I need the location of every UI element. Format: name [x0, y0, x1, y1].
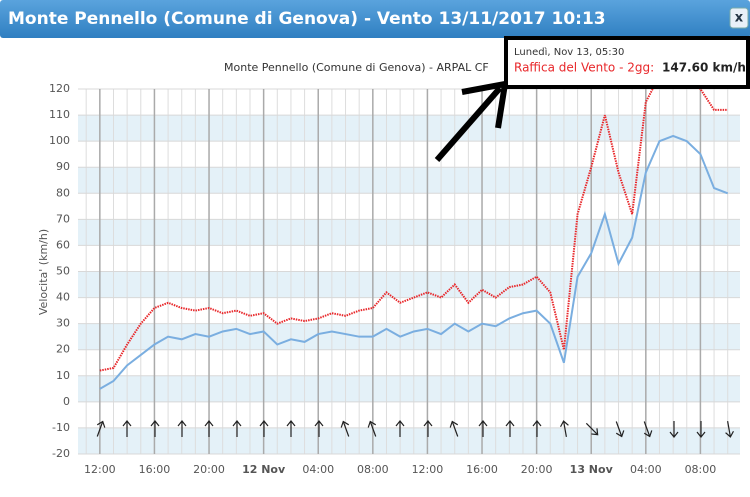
- x-tick-label: 12:00: [412, 463, 444, 476]
- y-tick-label: 40: [56, 291, 70, 304]
- x-tick-label: 20:00: [521, 463, 553, 476]
- tooltip-value: 147.60 km/h: [662, 61, 746, 75]
- x-tick-label: 08:00: [357, 463, 389, 476]
- y-tick-label: 110: [49, 108, 70, 121]
- close-button[interactable]: [729, 7, 749, 29]
- plot-band: [78, 271, 740, 298]
- series-line: [99, 134, 729, 390]
- y-axis-label: Velocita' (km/h): [37, 229, 50, 315]
- x-tick-label: 13 Nov: [570, 463, 614, 476]
- series-layer: [99, 89, 729, 390]
- y-tick-label: 20: [56, 343, 70, 356]
- plot-band: [78, 219, 740, 246]
- y-tick-label: 50: [56, 265, 70, 278]
- plot-band: [78, 167, 740, 194]
- title-bar: [0, 0, 750, 38]
- x-tick-label: 04:00: [302, 463, 334, 476]
- x-tick-label: 08:00: [685, 463, 717, 476]
- y-tick-label: 70: [56, 212, 70, 225]
- tooltip-series: Raffica del Vento - 2gg:: [514, 61, 654, 75]
- y-tick-label: 30: [56, 317, 70, 330]
- tooltip: [504, 36, 750, 89]
- x-tick-label: 04:00: [630, 463, 662, 476]
- y-tick-label: -20: [52, 447, 70, 460]
- x-tick-label: 16:00: [139, 463, 171, 476]
- plot-band: [78, 115, 740, 142]
- y-tick-label: 90: [56, 160, 70, 173]
- y-tick-label: 100: [49, 134, 70, 147]
- close-label[interactable]: x: [735, 11, 744, 26]
- chart-title: Monte Pennello (Comune di Genova) - ARPA…: [224, 61, 489, 74]
- x-tick-label: 16:00: [466, 463, 498, 476]
- window-title: Monte Pennello (Comune di Genova) - Vent…: [8, 9, 606, 29]
- plot-band: [78, 427, 740, 454]
- plot: -20 -10 0 10 20 30 40 50 60 70 80 90 100 110 120 12:00 1…: [49, 82, 740, 476]
- x-tick-label: 12:00: [84, 463, 116, 476]
- y-tick-label: 60: [56, 238, 70, 251]
- plot-band: [78, 323, 740, 350]
- y-tick-label: -10: [52, 421, 70, 434]
- y-tick-label: 0: [63, 395, 70, 408]
- x-tick-label: 12 Nov: [242, 463, 286, 476]
- x-tick-label: 20:00: [193, 463, 225, 476]
- y-tick-label: 120: [49, 82, 70, 95]
- tooltip-header: Lunedì, Nov 13, 05:30: [514, 46, 624, 58]
- y-tick-label: 10: [56, 369, 70, 382]
- plot-band: [78, 375, 740, 402]
- y-tick-label: 80: [56, 186, 70, 199]
